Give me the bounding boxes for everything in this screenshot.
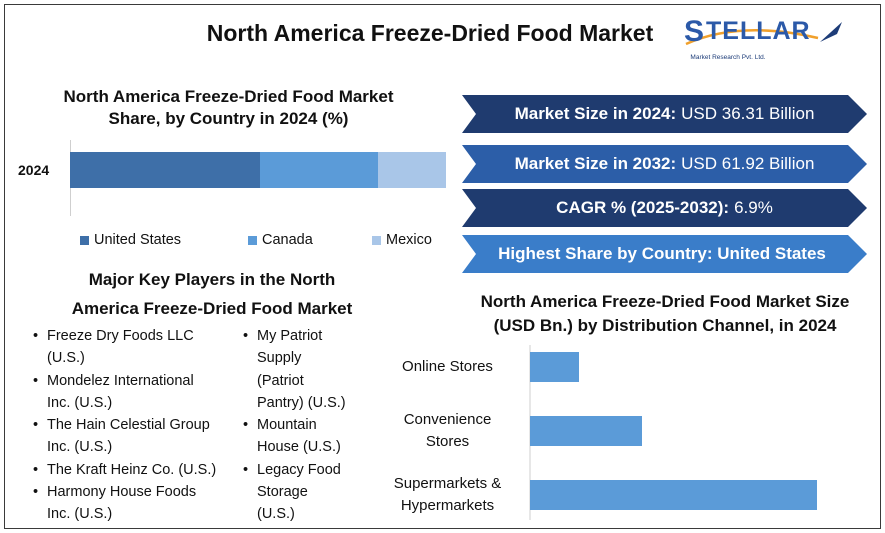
share-segment-canada: [259, 152, 379, 188]
distribution-chart-title-line: North America Freeze-Dried Food Market S…: [480, 292, 850, 311]
key-player-text: The Hain Celestial Group: [47, 417, 210, 434]
key-player-text: Mondelez International: [47, 372, 194, 389]
legend-swatch: [248, 235, 257, 245]
key-players-list-right: • My Patriot Supply (Patriot Pantry) (U.S.) •…: [243, 325, 378, 526]
key-player-item: • Legacy Food Storage (U.S.): [243, 459, 378, 526]
distribution-bar: [530, 352, 579, 382]
banner-shape: [462, 95, 867, 133]
distribution-category-text: Hypermarkets: [400, 497, 495, 514]
distribution-chart-svg: [529, 345, 817, 520]
distribution-bar: [530, 480, 817, 510]
key-player-text: (Patriot: [257, 372, 304, 389]
banner-value: USD 36.31 Billion: [681, 104, 815, 123]
banner-shape: [462, 145, 867, 183]
key-player-item: • Freeze Dry Foods LLC (U.S.): [33, 325, 238, 370]
key-player-text: (U.S.): [47, 350, 85, 367]
key-player-text: House (U.S.): [257, 439, 341, 456]
distribution-category-label: Convenience Stores: [380, 409, 515, 454]
page-title: North America Freeze-Dried Food Market: [206, 20, 654, 46]
key-player-item: • My Patriot Supply (Patriot Pantry) (U.S.): [243, 325, 378, 414]
banner-label: Market Size in 2032:: [514, 154, 677, 173]
key-player-text: Freeze Dry Foods LLC: [47, 328, 194, 344]
share-chart-title-line: North America Freeze-Dried Food Market: [63, 87, 394, 106]
banner-label: Highest Share by Country: United States: [498, 244, 826, 263]
key-player-text: Pantry) (U.S.): [257, 394, 346, 411]
distribution-category-text: Convenience: [403, 410, 492, 428]
legend-label: United States: [94, 232, 182, 248]
infographic-frame: [4, 4, 881, 529]
key-player-text: Inc. (U.S.): [47, 439, 113, 456]
key-player-text: Supply: [257, 350, 302, 367]
bullet-icon: •: [33, 417, 39, 434]
svg-text:TELLAR: TELLAR: [706, 17, 811, 45]
bullet-icon: •: [33, 328, 39, 344]
banner-label: CAGR % (2025-2032):: [556, 198, 730, 217]
legend-swatch: [80, 235, 89, 245]
legend-item: Canada: [248, 232, 313, 248]
legend-label: Canada: [262, 232, 313, 248]
svg-text:S: S: [684, 15, 705, 48]
key-player-text: Mountain: [257, 417, 317, 434]
legend-swatch: [372, 235, 381, 245]
banner-value: USD 61.92 Billion: [681, 154, 815, 173]
key-player-text: Inc. (U.S.): [47, 394, 113, 411]
distribution-category-label: Supermarkets & Hypermarkets: [380, 473, 515, 518]
distribution-category-text: Online Stores: [402, 357, 493, 375]
bullet-icon: •: [243, 461, 249, 478]
bullet-icon: •: [243, 328, 249, 344]
key-player-item: • Mountain House (U.S.): [243, 414, 378, 459]
key-player-item: • Harmony House Foods Inc. (U.S.): [33, 481, 238, 526]
key-player-text: Storage: [257, 484, 308, 501]
bullet-icon: •: [33, 372, 39, 389]
logo-subtitle: Market Research Pvt. Ltd.: [690, 54, 766, 61]
legend-item: Mexico: [372, 232, 432, 248]
share-chart-legend: United States Canada Mexico: [80, 232, 460, 252]
key-players-title-line: America Freeze-Dried Food Market: [71, 299, 353, 318]
banner-shape: [462, 189, 867, 227]
distribution-chart-title: North America Freeze-Dried Food Market S…: [455, 290, 875, 338]
legend-item: United States: [80, 232, 181, 248]
share-chart-title: North America Freeze-Dried Food Market S…: [42, 86, 415, 130]
legend-label: Mexico: [386, 232, 432, 248]
banner-value: 6.9%: [734, 198, 773, 217]
share-stacked-bar: [70, 152, 446, 188]
share-segment-mexico: [378, 152, 446, 188]
key-players-list-left: • Freeze Dry Foods LLC (U.S.) • Mondelez Int…: [33, 325, 238, 526]
key-player-text: Harmony House Foods: [47, 484, 197, 501]
stat-banner: Highest Share by Country: United States: [462, 235, 867, 273]
distribution-bar-chart: Online Stores Convenience Stores Supermarke…: [380, 340, 860, 530]
company-logo: S TELLAR Market Research Pvt. Ltd.: [680, 8, 850, 68]
distribution-chart-title-line: (USD Bn.) by Distribution Channel, in 20…: [493, 316, 837, 335]
distribution-category-label: Online Stores: [380, 356, 515, 379]
key-player-text: The Kraft Heinz Co. (U.S.): [47, 461, 217, 478]
share-segment-united-states: [70, 152, 260, 188]
key-player-item: • The Kraft Heinz Co. (U.S.): [33, 459, 238, 481]
bullet-icon: •: [33, 484, 39, 501]
stat-banner: CAGR % (2025-2032): 6.9%: [462, 189, 867, 227]
key-player-text: (U.S.): [257, 506, 295, 523]
stellar-logo-mark: S TELLAR: [684, 15, 842, 48]
bullet-icon: •: [33, 461, 39, 478]
key-player-item: • Mondelez International Inc. (U.S.): [33, 370, 238, 415]
key-player-text: My Patriot: [257, 328, 323, 344]
key-player-text: Legacy Food: [257, 461, 341, 478]
key-players-title: Major Key Players in the North America F…: [22, 265, 402, 323]
key-player-text: Inc. (U.S.): [47, 506, 113, 523]
key-players-title-line: Major Key Players in the North: [88, 270, 336, 289]
key-player-item: • The Hain Celestial Group Inc. (U.S.): [33, 414, 238, 459]
bullet-icon: •: [243, 417, 249, 434]
distribution-category-text: Stores: [425, 433, 470, 450]
banner-shape: [462, 235, 867, 273]
stat-banner: Market Size in 2032: USD 61.92 Billion: [462, 145, 867, 183]
distribution-bar: [530, 416, 642, 446]
stat-banner: Market Size in 2024: USD 36.31 Billion: [462, 95, 867, 133]
share-chart-title-line: Share, by Country in 2024 (%): [108, 109, 349, 128]
distribution-category-text: Supermarkets &: [393, 474, 502, 492]
share-category-label: 2024: [18, 162, 50, 178]
banner-label: Market Size in 2024:: [514, 104, 677, 123]
